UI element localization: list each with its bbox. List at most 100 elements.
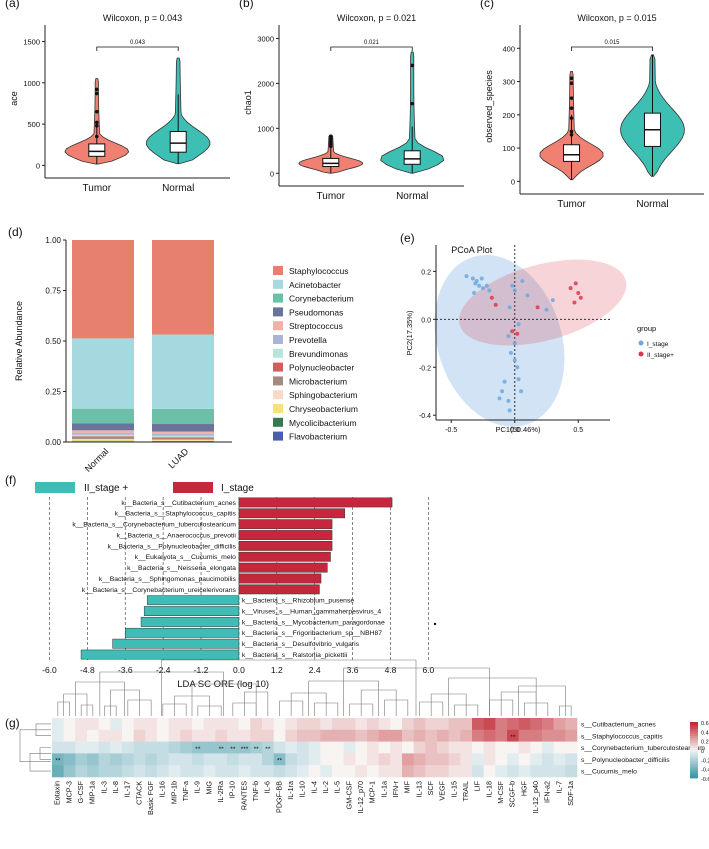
significance-bracket [330,46,413,51]
heatmap-cell [262,753,274,766]
heatmap-row-label: s__Cutibacterium_acnes [581,721,656,728]
panel-label: (b) [239,0,254,10]
colorbar-segment [690,768,698,772]
heatmap-cell [355,729,368,742]
significance-star: *** [241,746,249,753]
bar-label: k__Bacteria_s__Anaerococcus_prevotii [117,532,237,539]
legend-label: Corynebacterium [289,294,354,304]
bar-segment-microbacterium [72,437,134,439]
heatmap-cell [483,718,496,731]
heatmap-cell [168,741,181,754]
y-tick-label: 0.25 [45,388,61,397]
legend-label: I_stage [647,341,669,348]
heatmap-cell [168,729,181,742]
y-tick-label: 1000 [257,124,274,133]
colorbar-segment [690,722,698,725]
heatmap-cell [262,718,274,731]
bar-label: k__Bacteria_s__Corynebacterium_ureiceler… [82,587,237,594]
heatmap-cell [378,765,391,778]
scatter-point [510,283,515,288]
heatmap-cell [273,765,286,778]
scatter-point [470,276,475,281]
colorbar-segment [690,731,698,735]
y-tick-label: 0.2 [421,269,431,276]
colorbar-segment [690,771,698,774]
heatmap-cell [52,765,64,778]
heatmap-cell [180,765,193,778]
heatmap-cell [320,729,333,742]
heatmap-cell [495,718,508,731]
heatmap-cell [122,729,134,742]
heatmap-cell [203,753,216,766]
x-axis-label: PC1(50.46%) [495,425,541,434]
bar-segment-streptococcus [152,431,214,434]
heatmap-col-label: IL-17 [123,781,132,797]
bar-label: k__Bacteria_s__Rhizobium_pusense [242,598,354,605]
x-tick-label: LUAD [166,446,190,470]
scatter-point [525,293,530,298]
heatmap-cell [180,753,193,766]
lda-bar [238,519,333,530]
bar-segment-chryseobacterium [72,439,134,441]
heatmap-cell [413,765,426,778]
legend-title: group [637,324,656,333]
heatmap-col-label: MIF [403,780,412,793]
heatmap-cell [483,741,496,754]
panel-label: (c) [480,0,494,10]
colorbar-segment [690,764,698,767]
scatter-point [544,307,549,312]
heatmap-cell [180,729,193,742]
heatmap-cell [203,718,216,731]
heatmap-cell [215,729,228,742]
significance-star: ** [219,746,225,753]
bar-segment-staphylococcus [72,240,134,339]
heatmap-cell [145,741,158,754]
legend-swatch [273,279,283,289]
y-axis-label: ace [9,91,19,106]
heatmap-cell [460,741,473,754]
heatmap-cell [52,718,64,731]
heatmap-cell [553,729,566,742]
heatmap-cell [530,718,543,731]
x-tick-label: 0.0 [510,427,520,434]
heatmap-cell [133,765,146,778]
heatmap-cell [285,765,298,778]
colorbar-tick-label: -0.2 [701,758,709,764]
heatmap-cell [145,765,158,778]
scatter-point [519,389,524,394]
box-tumor [563,144,581,162]
bar-label: k__Bacteria_s__Staphylococcus_capitis [115,511,237,518]
lda-bar [140,617,240,627]
heatmap-cell [565,718,578,731]
colorbar-segment [690,761,698,765]
heatmap-col-label: TNF-a [181,781,190,801]
heatmap-cell [413,729,426,742]
legend-swatch [273,321,283,331]
heatmap-cell [52,741,64,754]
scatter-point [535,305,540,310]
bar-segment-streptococcus [72,430,134,433]
heatmap-cell [63,741,76,754]
heatmap-cell [425,765,438,778]
heatmap-cell [157,753,169,766]
heatmap-cell [553,753,566,766]
x-tick-label: Tumor [557,199,586,210]
heatmap-cell [285,718,298,731]
column-dendrogram-branch [518,685,566,716]
heatmap-col-label: TRAIL [461,781,470,801]
heatmap-cell [413,741,426,754]
x-tick-label: Normal [83,446,111,474]
heatmap-cell [308,718,321,731]
x-tick-label: -2.4 [156,665,171,675]
significance-star: ** [265,746,271,753]
x-tick-label: 1.2 [271,665,283,675]
y-tick-label: 0 [270,169,274,178]
x-tick-label: Tumor [83,183,112,194]
heatmap-cell [157,741,169,754]
heatmap-cell [495,729,508,742]
heatmap-cell [530,753,543,766]
legend-label: Acinetobacter [289,280,341,290]
colorbar-segment [690,729,698,732]
heatmap-cell [472,753,484,766]
bar-label: k__Bacteria_s__Frigoribacterium_sp__NBH8… [242,630,382,637]
